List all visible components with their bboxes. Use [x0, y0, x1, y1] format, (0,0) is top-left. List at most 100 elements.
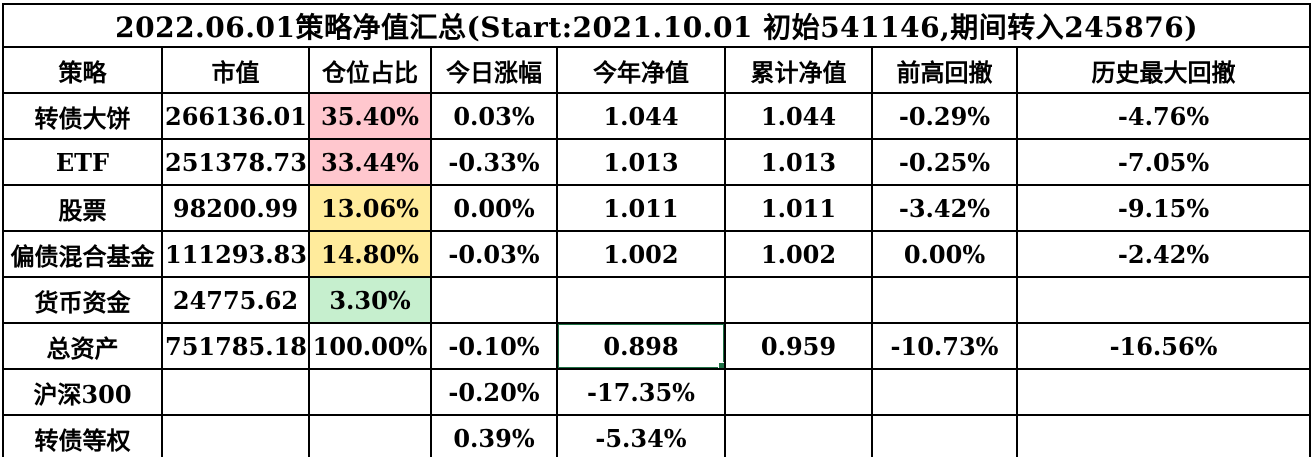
cell-value: 1.002: [603, 239, 679, 269]
cell-r6-max_drawdown[interactable]: [1015, 368, 1312, 416]
cell-r4-cum_nav[interactable]: [724, 276, 873, 324]
table-row: 总资产 751785.182 100.00% -0.10% 0.898 0.959 -10.…: [2, 322, 1312, 370]
cell-r3-prev_high_drawdown[interactable]: 0.00%: [871, 230, 1018, 278]
cell-r6-today_change[interactable]: -0.20%: [430, 368, 558, 416]
cell-r2-today_change[interactable]: 0.00%: [430, 184, 558, 232]
cell-value: -0.25%: [898, 147, 991, 177]
cell-value: 1.013: [603, 147, 679, 177]
cell-value: 0.898: [603, 331, 679, 361]
cell-r5-max_drawdown[interactable]: -16.56%: [1015, 322, 1312, 370]
cell-r6-prev_high_drawdown[interactable]: [871, 368, 1018, 416]
col-header-strategy[interactable]: 策略: [2, 46, 163, 94]
cell-r5-ytd_nav[interactable]: 0.898: [556, 322, 726, 370]
cell-r2-cum_nav[interactable]: 1.011: [724, 184, 873, 232]
cell-r6-cum_nav[interactable]: [724, 368, 873, 416]
cell-r7-today_change[interactable]: 0.39%: [430, 414, 558, 457]
cell-r4-strategy[interactable]: 货币资金: [2, 276, 163, 324]
cell-r6-strategy[interactable]: 沪深300: [2, 368, 163, 416]
cell-r1-max_drawdown[interactable]: -7.05%: [1015, 138, 1312, 186]
cell-r4-market_value[interactable]: 24775.62: [161, 276, 310, 324]
cell-value: 0.00%: [903, 239, 986, 269]
cell-r0-max_drawdown[interactable]: -4.76%: [1015, 92, 1312, 140]
cell-value: 1.044: [603, 101, 679, 131]
col-header-cum_nav[interactable]: 累计净值: [724, 46, 873, 94]
cell-r1-market_value[interactable]: 251378.73: [161, 138, 310, 186]
cell-r4-prev_high_drawdown[interactable]: [871, 276, 1018, 324]
table-title[interactable]: 2022.06.01策略净值汇总(Start:2021.10.01 初始5411…: [1, 3, 1312, 48]
cell-r0-strategy[interactable]: 转债大饼: [2, 92, 163, 140]
cell-r5-strategy[interactable]: 总资产: [2, 322, 163, 370]
cell-r7-market_value[interactable]: [161, 414, 310, 457]
cell-r0-today_change[interactable]: 0.03%: [430, 92, 558, 140]
cell-value: -0.10%: [448, 331, 540, 361]
cell-r3-max_drawdown[interactable]: -2.42%: [1015, 230, 1312, 278]
cell-r7-max_drawdown[interactable]: [1015, 414, 1312, 457]
cell-value: 266136.01: [165, 101, 307, 131]
cell-r0-cum_nav[interactable]: 1.044: [724, 92, 873, 140]
col-header-today_change[interactable]: 今日涨幅: [430, 46, 558, 94]
cell-value: 1.044: [760, 101, 837, 131]
col-header-max_drawdown[interactable]: 历史最大回撤: [1015, 46, 1312, 94]
cell-r4-today_change[interactable]: [430, 276, 558, 324]
col-header-label: 市值: [211, 57, 260, 87]
cell-r2-strategy[interactable]: 股票: [2, 184, 163, 232]
cell-r6-market_value[interactable]: [161, 368, 310, 416]
col-header-label: 仓位占比: [322, 57, 418, 87]
col-header-label: 历史最大回撤: [1091, 57, 1236, 87]
cell-r2-position_pct[interactable]: 13.06%: [308, 184, 432, 232]
cell-r3-today_change[interactable]: -0.03%: [430, 230, 558, 278]
cell-r3-position_pct[interactable]: 14.80%: [308, 230, 432, 278]
cell-value: 251378.73: [165, 147, 307, 177]
cell-r1-strategy[interactable]: ETF: [2, 138, 163, 186]
cell-value: 111293.83: [165, 239, 307, 269]
cell-value: 0.39%: [453, 423, 535, 453]
cell-value: -7.05%: [1117, 147, 1210, 177]
cell-r4-ytd_nav[interactable]: [556, 276, 726, 324]
cell-r3-strategy[interactable]: 偏债混合基金: [2, 230, 163, 278]
col-header-ytd_nav[interactable]: 今年净值: [556, 46, 726, 94]
table-row: ETF 251378.73 33.44% -0.33% 1.013 1.013 -0.25%…: [2, 138, 1312, 186]
cell-r4-max_drawdown[interactable]: [1015, 276, 1312, 324]
cell-r5-prev_high_drawdown[interactable]: -10.73%: [871, 322, 1018, 370]
cell-value: -0.33%: [448, 147, 540, 177]
cell-r7-cum_nav[interactable]: [724, 414, 873, 457]
cell-r6-ytd_nav[interactable]: -17.35%: [556, 368, 726, 416]
cell-r1-today_change[interactable]: -0.33%: [430, 138, 558, 186]
cell-value: 沪深300: [33, 379, 132, 409]
cell-r3-ytd_nav[interactable]: 1.002: [556, 230, 726, 278]
cell-r1-prev_high_drawdown[interactable]: -0.25%: [871, 138, 1018, 186]
cell-r6-position_pct[interactable]: [308, 368, 432, 416]
fill-handle[interactable]: [718, 362, 723, 367]
cell-r7-prev_high_drawdown[interactable]: [871, 414, 1018, 457]
cell-value: ETF: [55, 147, 110, 177]
table-row: 偏债混合基金 111293.83 14.80% -0.03% 1.002 1.002 0.0…: [2, 230, 1312, 278]
cell-r5-market_value[interactable]: 751785.182: [161, 322, 310, 370]
cell-r0-position_pct[interactable]: 35.40%: [308, 92, 432, 140]
cell-r2-max_drawdown[interactable]: -9.15%: [1015, 184, 1312, 232]
cell-r1-cum_nav[interactable]: 1.013: [724, 138, 873, 186]
cell-value: 0.959: [760, 331, 837, 361]
cell-value: -16.56%: [1109, 331, 1218, 361]
cell-r5-cum_nav[interactable]: 0.959: [724, 322, 873, 370]
cell-r3-market_value[interactable]: 111293.83: [161, 230, 310, 278]
cell-r1-ytd_nav[interactable]: 1.013: [556, 138, 726, 186]
cell-value: 货币资金: [34, 287, 131, 317]
cell-r0-market_value[interactable]: 266136.01: [161, 92, 310, 140]
cell-r7-ytd_nav[interactable]: -5.34%: [556, 414, 726, 457]
col-header-market_value[interactable]: 市值: [161, 46, 310, 94]
cell-r0-prev_high_drawdown[interactable]: -0.29%: [871, 92, 1018, 140]
cell-r7-position_pct[interactable]: [308, 414, 432, 457]
col-header-prev_high_drawdown[interactable]: 前高回撤: [871, 46, 1018, 94]
cell-r3-cum_nav[interactable]: 1.002: [724, 230, 873, 278]
col-header-position_pct[interactable]: 仓位占比: [308, 46, 432, 94]
cell-r0-ytd_nav[interactable]: 1.044: [556, 92, 726, 140]
cell-r5-position_pct[interactable]: 100.00%: [308, 322, 432, 370]
cell-r7-strategy[interactable]: 转债等权: [2, 414, 163, 457]
cell-r2-ytd_nav[interactable]: 1.011: [556, 184, 726, 232]
cell-r2-prev_high_drawdown[interactable]: -3.42%: [871, 184, 1018, 232]
cell-r1-position_pct[interactable]: 33.44%: [308, 138, 432, 186]
cell-r2-market_value[interactable]: 98200.99: [161, 184, 310, 232]
cell-r4-position_pct[interactable]: 3.30%: [308, 276, 432, 324]
cell-r5-today_change[interactable]: -0.10%: [430, 322, 558, 370]
